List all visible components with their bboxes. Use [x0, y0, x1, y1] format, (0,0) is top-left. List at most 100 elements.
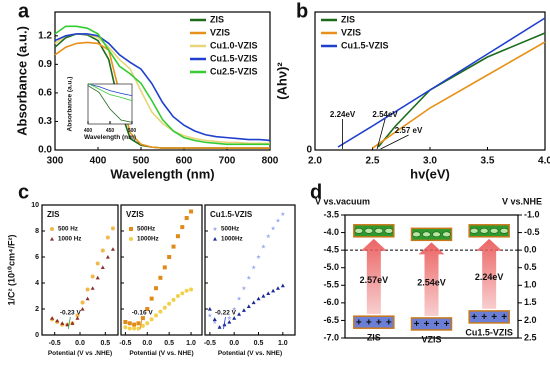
- hole: +: [376, 317, 382, 328]
- data-point: [95, 275, 100, 280]
- data-point: [280, 211, 286, 217]
- data-point: [212, 317, 217, 321]
- data-point: [261, 244, 266, 249]
- legend-label: 1000Hz: [137, 236, 159, 243]
- x-tick-label: 1.0: [186, 340, 196, 347]
- x-axis-label: Potential (V vs. NHE): [218, 350, 282, 357]
- electron: [479, 228, 489, 234]
- annotation: 2.57 eV: [395, 126, 423, 135]
- legend-label: Cu2.5-VZIS: [210, 66, 258, 76]
- data-point: [251, 265, 256, 270]
- data-point: [256, 296, 261, 301]
- legend-label: 1000 Hz: [58, 236, 81, 243]
- x-tick-label: 2.0: [308, 156, 322, 167]
- y-tick-label: 0.9: [38, 59, 52, 70]
- annotation: 2.24eV: [330, 110, 356, 119]
- y-tick-label: 0.6: [38, 88, 52, 99]
- y-axis-label: 1/C² (10¹⁰cm⁴/F²): [6, 235, 16, 306]
- data-point: [85, 287, 90, 292]
- series-line: [87, 83, 133, 97]
- y2-tick-label: -0.5: [524, 227, 540, 237]
- legend-label: VZIS: [341, 27, 361, 37]
- data-point: [154, 313, 159, 318]
- data-point: [246, 275, 252, 280]
- x-tick-label: 0.0: [75, 340, 85, 347]
- data-point: [132, 322, 137, 327]
- subplot-title: Cu1.5-VZIS: [210, 210, 253, 219]
- electron: [499, 228, 509, 234]
- subplot-title: ZIS: [47, 210, 60, 219]
- gap-label: 2.57eV: [360, 275, 389, 285]
- x-tick-label: 1.0: [278, 340, 288, 347]
- y2-tick-label: 0.0: [524, 245, 537, 255]
- legend-label: Cu1.0-VZIS: [210, 40, 258, 50]
- x-tick-label: 600: [176, 156, 193, 167]
- data-point: [280, 283, 285, 288]
- data-point: [175, 294, 180, 298]
- data-point: [100, 265, 105, 269]
- y-tick-label: 10: [31, 202, 39, 209]
- data-point: [184, 288, 189, 293]
- gap-arrow: [418, 242, 445, 316]
- series-line: [87, 85, 133, 123]
- y-tick-label: 1.2: [38, 30, 52, 41]
- data-point: [207, 313, 213, 318]
- hole: +: [424, 319, 430, 330]
- x-axis-label: Potential (V vs. NHE): [129, 350, 193, 357]
- data-point: [180, 291, 185, 296]
- y2-axis-label: V vs.NHE: [502, 196, 542, 206]
- legend-swatch: [213, 237, 217, 241]
- data-point: [261, 294, 266, 298]
- electron: [364, 228, 374, 234]
- data-point: [236, 296, 242, 301]
- x-tick-label: 0.5: [100, 340, 110, 347]
- y2-tick-label: 1.5: [524, 297, 537, 307]
- data-point: [275, 286, 280, 290]
- data-point: [271, 288, 276, 293]
- y-tick-label: -6.0: [323, 297, 339, 307]
- y-tick-label: 6: [35, 254, 39, 261]
- data-point: [75, 316, 80, 320]
- data-point: [266, 291, 271, 295]
- x-tick-label: 400: [90, 156, 107, 167]
- annotation: 2.54eV: [372, 110, 398, 119]
- series-line: [87, 82, 133, 102]
- legend-label: Cu1.5-VZIS: [210, 53, 258, 63]
- electron: [469, 228, 479, 234]
- legend-label: 500Hz: [137, 226, 155, 233]
- annotation-arrow: [223, 316, 226, 330]
- plot-frame: [344, 214, 519, 339]
- category-label: VZIS: [421, 334, 441, 344]
- data-point: [127, 321, 132, 326]
- data-point: [90, 274, 95, 279]
- hole: +: [356, 317, 362, 328]
- y2-tick-label: -1.0: [524, 209, 540, 219]
- data-point: [105, 235, 110, 240]
- hole: +: [501, 312, 507, 323]
- y-axis-label: Absorbance (a.u.): [67, 77, 74, 132]
- data-point: [80, 307, 85, 311]
- hole: +: [386, 317, 392, 328]
- data-point: [80, 300, 85, 305]
- category-label: Cu1.5-VZIS: [465, 327, 513, 337]
- y-tick-label: 0.3: [38, 116, 52, 127]
- data-point: [60, 321, 65, 325]
- gap-arrow: [360, 238, 387, 315]
- legend-label: Cu1.5-VZIS: [341, 40, 389, 50]
- legend-swatch: [212, 226, 218, 231]
- data-point: [50, 316, 55, 320]
- hole: +: [444, 319, 450, 330]
- data-point: [212, 319, 218, 324]
- plot-frame: [54, 11, 271, 151]
- data-point: [95, 261, 100, 266]
- data-point: [65, 322, 70, 327]
- data-point: [105, 255, 110, 259]
- y-axis-label: V vs.vacuum: [315, 196, 370, 206]
- electron: [432, 231, 441, 238]
- y-tick-label: 0: [306, 145, 312, 156]
- legend-label: 500 Hz: [58, 226, 78, 233]
- hole: +: [481, 312, 487, 323]
- x-axis-label: hv(eV): [410, 166, 450, 181]
- panel-label: d: [310, 181, 322, 203]
- data-point: [231, 306, 237, 311]
